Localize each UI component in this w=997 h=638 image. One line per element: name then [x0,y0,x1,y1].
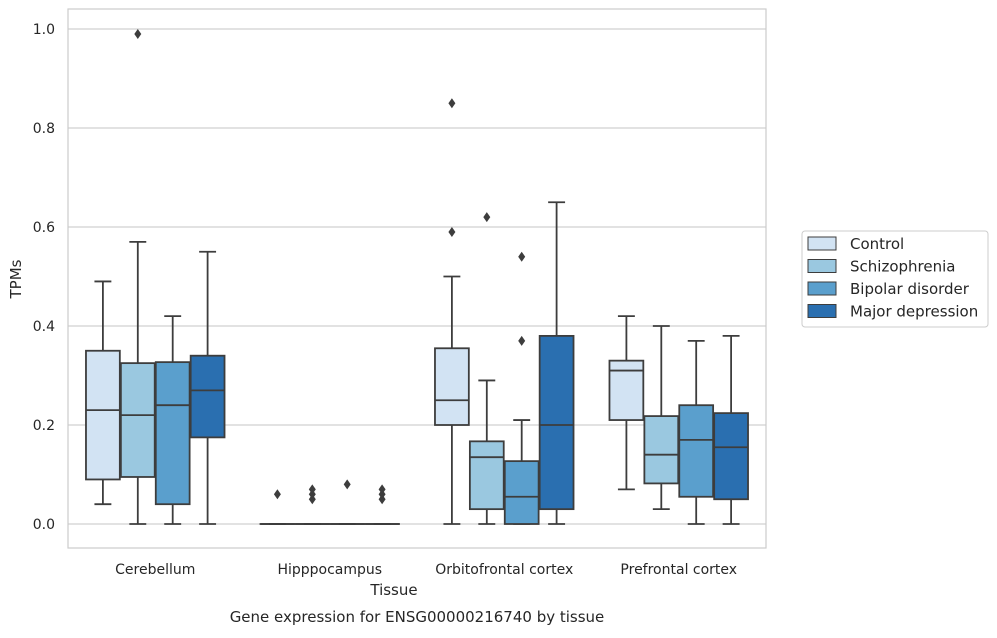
legend-label: Bipolar disorder [850,280,970,298]
legend-swatch [808,260,836,273]
box-body [644,416,678,483]
legend-label: Schizophrenia [850,258,955,276]
outlier-point [344,479,351,489]
box-element [86,281,120,504]
x-tick-label: Cerebellum [115,562,195,578]
legend-label: Major depression [850,303,978,321]
series-group [121,29,678,524]
box-body [505,461,539,524]
box-element [714,336,748,524]
legend-swatch [808,305,836,318]
box-body [609,361,643,420]
box-body [540,336,574,509]
outlier-point [518,252,525,262]
box-element [121,29,155,524]
x-tick-label: Hipppocampus [277,562,382,578]
outlier-point [483,212,490,222]
box-body [470,441,504,509]
box-body [679,405,713,497]
box-element [365,484,399,524]
y-tick-label: 0.2 [33,418,55,434]
legend-swatch [808,282,836,295]
x-tick-label: Orbitofrontal cortex [435,562,573,578]
y-tick-label: 1.0 [33,22,55,38]
outlier-point [518,336,525,346]
legend-label: Control [850,235,904,253]
y-tick-label: 0.6 [33,220,55,236]
box-body [714,413,748,499]
box-element [644,326,678,509]
x-axis-label: Tissue [369,581,417,599]
box-body [191,356,225,438]
box-element [260,489,294,524]
box-element [295,484,329,524]
y-tick-label: 0.4 [33,319,55,335]
box-element [330,479,364,524]
box-element [540,202,574,524]
y-tick-labels: 0.0 0.2 0.4 0.6 0.8 1.0 [33,22,55,533]
outlier-point [274,489,281,499]
box-series [86,29,748,524]
figure-caption: Gene expression for ENSG00000216740 by t… [230,608,605,626]
box-element [609,316,643,489]
box-body [156,362,190,504]
box-body [121,363,155,477]
box-element [470,212,504,524]
x-tick-labels: Cerebellum Hipppocampus Orbitofrontal cort… [115,562,737,578]
y-axis-label: TPMs [7,259,25,299]
box-body [86,351,120,480]
box-element [435,98,469,524]
box-element [679,341,713,524]
outlier-point [448,227,455,237]
box-body [435,348,469,425]
outlier-point [134,29,141,39]
legend: Control Schizophrenia Bipolar disorder Majo… [802,231,988,327]
box-element [191,252,225,524]
x-tick-label: Prefrontal cortex [620,562,737,578]
legend-swatch [808,237,836,250]
box-element [505,252,539,524]
y-tick-label: 0.0 [33,517,55,533]
y-tick-label: 0.8 [33,121,55,137]
outlier-point [448,98,455,108]
box-element [156,316,190,524]
